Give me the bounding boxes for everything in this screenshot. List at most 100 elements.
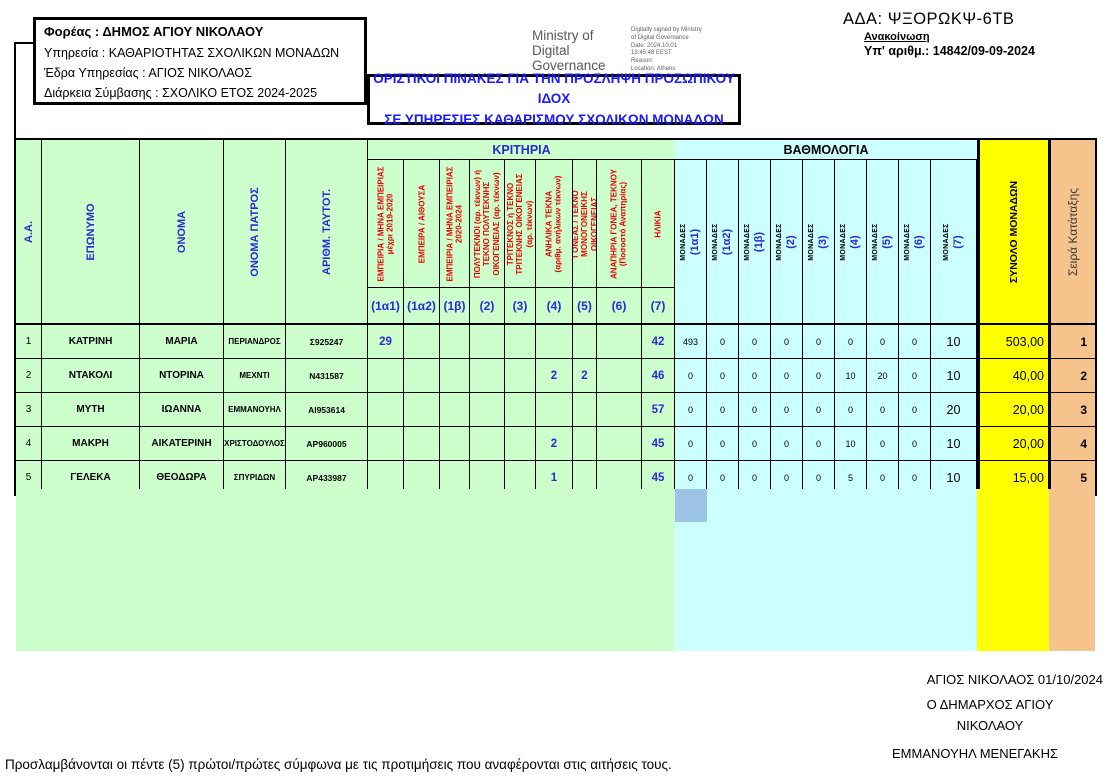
scoring-title: ΒΑΘΜΟΛΟΓΙΑ (675, 140, 977, 160)
ranking-table: Α.Α. ΕΠΩΝΥΜΟ ΟΝΟΜΑ ΟΝΟΜΑ ΠΑΤΡΟΣ ΑΡΙΘΜ. Τ… (14, 138, 1097, 496)
criteria-code: (5) (573, 288, 597, 323)
cell-points: 0 (835, 325, 867, 358)
cell-points: 0 (899, 393, 931, 426)
cell-points: 10 (835, 359, 867, 392)
connector-line-vertical (14, 42, 16, 138)
cell-total: 40,00 (977, 359, 1049, 392)
digital-signature-name: Ministry of Digital Governance (532, 28, 606, 73)
cell-points: 0 (867, 427, 899, 460)
cell-points: 0 (675, 393, 707, 426)
cell-criteria (505, 325, 536, 358)
criteria-header-1b: ΕΜΠΕΙΡΙΑ / ΜΗΝΑ ΕΜΠΕΙΡΙΑΣ 2020-2024 (440, 160, 470, 287)
cell-criteria (597, 393, 642, 426)
cell-aa: 4 (16, 427, 42, 460)
cell-points: 0 (707, 427, 739, 460)
cell-rank: 1 (1049, 325, 1095, 358)
cell-criteria: 1 (536, 461, 573, 494)
cell-points: 0 (739, 393, 771, 426)
cell-points: 0 (707, 359, 739, 392)
cell-criteria: 2 (536, 427, 573, 460)
criteria-code: (1β) (440, 288, 470, 323)
cell-points: 0 (739, 359, 771, 392)
protocol-number: Υπ' αριθμ.: 14842/09-09-2024 (864, 44, 1035, 58)
cell-points: 0 (675, 427, 707, 460)
cell-father-name: ΧΡΙΣΤΟΔΟΥΛΟΣ (224, 427, 286, 460)
contract-duration: Διάρκεια Σύμβασης : ΣΧΟΛΙΚΟ ΕΤΟΣ 2024-20… (44, 85, 318, 100)
cell-criteria (440, 461, 470, 494)
cell-total: 503,00 (977, 325, 1049, 358)
cell-surname: ΚΑΤΡΙΝΗ (42, 325, 140, 358)
criteria-section: ΚΡΙΤΗΡΙΑ ΕΜΠΕΙΡΙΑ / ΜΗΝΑ ΕΜΠΕΙΡΙΑΣ μέχρι… (368, 140, 675, 323)
cell-father-name: ΣΠΥΡΙΔΩΝ (224, 461, 286, 494)
criteria-header-1a1: ΕΜΠΕΙΡΙΑ / ΜΗΝΑ ΕΜΠΕΙΡΙΑΣ μέχρι 2019-202… (368, 160, 404, 287)
cell-criteria: 57 (642, 393, 675, 426)
cell-criteria (505, 359, 536, 392)
cell-criteria: 45 (642, 461, 675, 494)
cell-criteria (597, 359, 642, 392)
cell-criteria (404, 359, 440, 392)
criteria-header-6: ΑΝΑΠΗΡΙΑ ΓΟΝΕΑ, ΤΕΚΝΟΥ (Ποσοστό Αναπηρία… (597, 160, 642, 287)
cell-criteria (368, 393, 404, 426)
header-total-points: ΣΥΝΟΛΟ ΜΟΝΑΔΩΝ (977, 140, 1049, 323)
cell-criteria (470, 461, 505, 494)
table-row: 4 ΜΑΚΡΗ ΑΙΚΑΤΕΡΙΝΗ ΧΡΙΣΤΟΔΟΥΛΟΣ ΑΡ960005… (16, 427, 1095, 461)
cell-points: 0 (867, 325, 899, 358)
criteria-header-3: ΤΡΙΤΕΚΝΟΣ ή ΤΕΚΝΟ ΤΡΙΤΕΚΝΗΣ ΟΙΚΟΓΕΝΕΙΑΣ … (505, 160, 536, 287)
cell-surname: ΝΤΑΚΟΛΙ (42, 359, 140, 392)
cell-criteria (536, 393, 573, 426)
cell-name: ΘΕΟΔΩΡΑ (140, 461, 224, 494)
cell-name: ΝΤΟΡΙΝΑ (140, 359, 224, 392)
cell-criteria (597, 325, 642, 358)
agency-info-box: Φορέας : ΔΗΜΟΣ ΑΓΙΟΥ ΝΙΚΟΛΑΟΥ Υπηρεσία :… (33, 17, 367, 105)
points-header-1a2: ΜΟΝΑΔΕΣ (1α2) (707, 160, 739, 323)
criteria-header-5: ΓΟΝΕΑΣ / ΤΕΚΝΟ ΜΟΝΟΓΟΝΕΙΚΗΣ ΟΙΚΟΓΕΝΕΙΑΣ (573, 160, 597, 287)
service-seat: Έδρα Υπηρεσίας : ΑΓΙΟΣ ΝΙΚΟΛΑΟΣ (44, 65, 252, 80)
cell-criteria (573, 393, 597, 426)
cell-points: 0 (899, 461, 931, 494)
cell-points: 0 (899, 359, 931, 392)
service-name: Υπηρεσία : ΚΑΘΑΡΙΟΤΗΤΑΣ ΣΧΟΛΙΚΩΝ ΜΟΝΑΔΩΝ (44, 45, 340, 60)
header-rank: Σειρά Κατάταξης (1049, 140, 1095, 323)
table-row: 5 ΓΕΛΕΚΑ ΘΕΟΔΩΡΑ ΣΠΥΡΙΔΩΝ ΑΡ433987 1 45 … (16, 461, 1095, 494)
header-surname: ΕΠΩΝΥΜΟ (42, 140, 140, 323)
cell-id-number: Ν431587 (286, 359, 368, 392)
cell-criteria (505, 393, 536, 426)
hiring-note: Προσλαμβάνονται οι πέντε (5) πρώτοι/πρώτ… (5, 757, 672, 772)
cell-criteria (404, 325, 440, 358)
cell-points: 0 (707, 461, 739, 494)
table-row: 1 ΚΑΤΡΙΝΗ ΜΑΡΙΑ ΠΕΡΙΑΝΔΡΟΣ Σ925247 29 42… (16, 325, 1095, 359)
cell-id-number: ΑΙ953614 (286, 393, 368, 426)
points-header-4: ΜΟΝΑΔΕΣ (4) (835, 160, 867, 323)
announcement-label: Ανακοίνωση (864, 31, 930, 43)
cell-id-number: ΑΡ433987 (286, 461, 368, 494)
cell-criteria (505, 461, 536, 494)
cell-aa: 3 (16, 393, 42, 426)
cell-points: 0 (899, 325, 931, 358)
cell-criteria (440, 427, 470, 460)
cell-points: 10 (931, 461, 977, 494)
digital-signature-details: Digitally signed by Ministry of Digital … (631, 27, 702, 72)
cell-points: 0 (675, 359, 707, 392)
criteria-header-1a2: ΕΜΠΕΙΡΑ / ΑΙΘΟΥΣΑ (404, 160, 440, 287)
criteria-code: (2) (470, 288, 505, 323)
points-header-6: ΜΟΝΑΔΕΣ (6) (899, 160, 931, 323)
cell-points: 0 (707, 325, 739, 358)
points-header-3: ΜΟΝΑΔΕΣ (3) (803, 160, 835, 323)
cell-criteria: 46 (642, 359, 675, 392)
points-header-1b: ΜΟΝΑΔΕΣ (1β) (739, 160, 771, 323)
cell-name: ΙΩΑΝΝΑ (140, 393, 224, 426)
cell-points: 0 (739, 461, 771, 494)
cell-id-number: Σ925247 (286, 325, 368, 358)
cell-criteria (573, 427, 597, 460)
criteria-header-2: ΠΟΛΥΤΕΚΝΟΙ (αρ. τέκνων) ή ΤΕΚΝΟ ΠΟΛΥΤΕΚΝ… (470, 160, 505, 287)
cell-criteria (404, 427, 440, 460)
selected-cell-highlight (675, 489, 707, 522)
cell-criteria: 29 (368, 325, 404, 358)
cell-criteria (368, 427, 404, 460)
agency-name: Φορέας : ΔΗΜΟΣ ΑΓΙΟΥ ΝΙΚΟΛΑΟΥ (44, 24, 264, 39)
connector-line-horizontal (14, 42, 35, 44)
header-father-name: ΟΝΟΜΑ ΠΑΤΡΟΣ (224, 140, 286, 323)
cell-points: 0 (899, 427, 931, 460)
cell-criteria (404, 393, 440, 426)
